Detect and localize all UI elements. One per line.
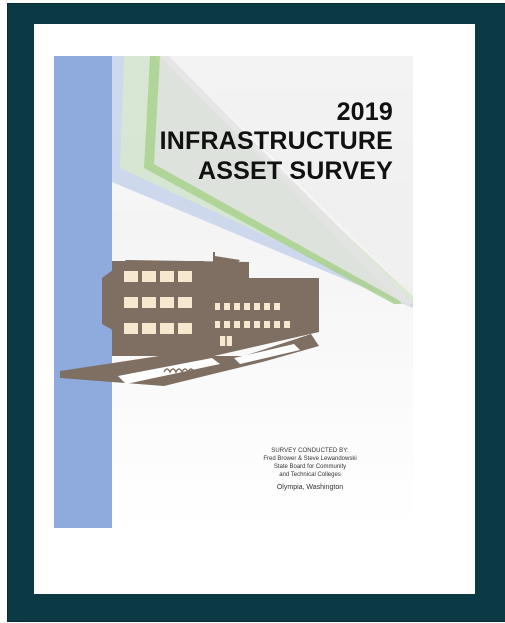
cover-page: 2019 INFRASTRUCTURE ASSET SURVEY SURVEY … [54, 56, 413, 528]
cover-title-year: 2019 [336, 98, 393, 126]
diagonal-shade [169, 56, 413, 296]
cover-artwork [54, 56, 413, 528]
building-illustration [60, 252, 319, 386]
flag-icon [215, 256, 240, 274]
credits-org-line1: State Board for Community [273, 464, 347, 470]
cover-title-line2: INFRASTRUCTURE [159, 127, 393, 155]
diagonal-stripe-grey [154, 56, 413, 306]
credits-heading: SURVEY CONDUCTED BY: [271, 448, 349, 454]
cover-title-line3: ASSET SURVEY [197, 157, 393, 185]
credits-location: Olympia, Washington [276, 484, 344, 491]
credits-org-line2: and Technical Colleges [279, 472, 341, 478]
credits-authors: Fred Brower & Steve Lewandowski [263, 456, 357, 462]
